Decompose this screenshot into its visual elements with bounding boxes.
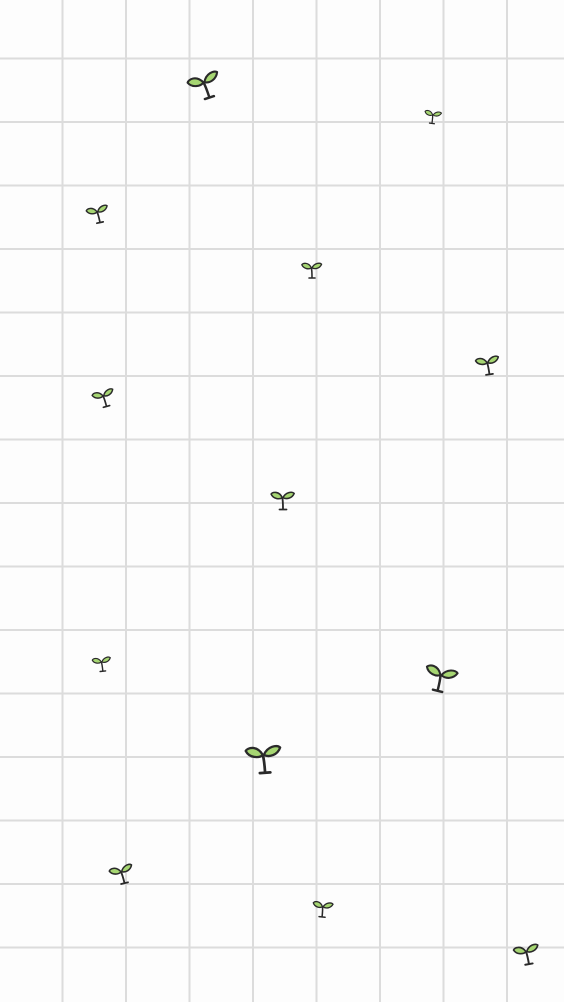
sprout-icon: [422, 105, 445, 128]
sprout-icon: [472, 348, 504, 380]
sprout-icon: [88, 381, 120, 413]
sprout-icon: [300, 257, 324, 281]
sprout-icon: [181, 60, 229, 108]
sprout-icon: [310, 895, 336, 921]
sprout-icon: [418, 654, 464, 700]
sprout-icon: [242, 735, 287, 780]
sprout-icon: [269, 485, 297, 513]
sprout-icon: [83, 198, 114, 229]
sprout-icon: [105, 856, 139, 890]
sprout-icon: [90, 651, 114, 675]
sprout-icon: [510, 936, 545, 971]
